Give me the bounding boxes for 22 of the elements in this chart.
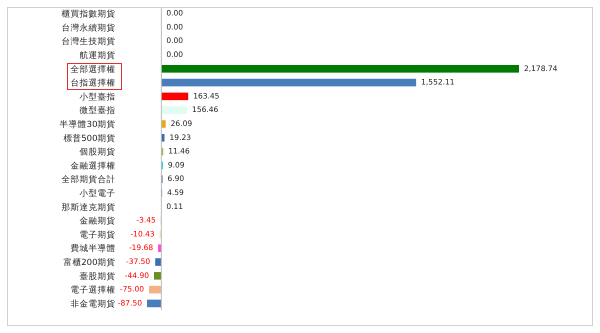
y-tick-label: 富櫃200期貨: [63, 257, 116, 268]
y-tick-label: 全部期貨合計: [62, 174, 116, 186]
y-tick-label: 小型電子: [80, 188, 116, 200]
y-tick-label: 航運期貨: [80, 50, 116, 61]
y-tick-label: 金融期貨: [80, 216, 116, 227]
y-tick-label: 費城半導體: [70, 243, 116, 254]
y-tick-label: 個股期貨: [80, 146, 116, 158]
y-tick-label: 台灣生技期貨: [62, 36, 116, 48]
y-tick-label: 金融選擇權: [70, 160, 116, 172]
y-tick-label: 電子選擇權: [70, 284, 116, 296]
y-tick-label: 台灣永續期貨: [62, 22, 116, 34]
y-tick-label: 半導體30期貨: [60, 118, 116, 130]
y-tick-label: 台指選擇權: [70, 78, 116, 89]
y-tick-label: 非金電期貨: [70, 298, 116, 310]
y-tick-label: 櫃買指數期貨: [62, 8, 116, 20]
y-tick-label: 那斯達克期貨: [62, 202, 116, 213]
y-tick-label: 標普500期貨: [63, 132, 116, 144]
y-tick-label: 臺股期貨: [80, 270, 116, 282]
y-tick-label: 小型臺指: [80, 91, 116, 102]
y-tick-label: 微型臺指: [80, 105, 116, 116]
y-tick-label: 全部選擇權: [70, 64, 116, 75]
y-tick-label: 電子期貨: [80, 229, 116, 240]
